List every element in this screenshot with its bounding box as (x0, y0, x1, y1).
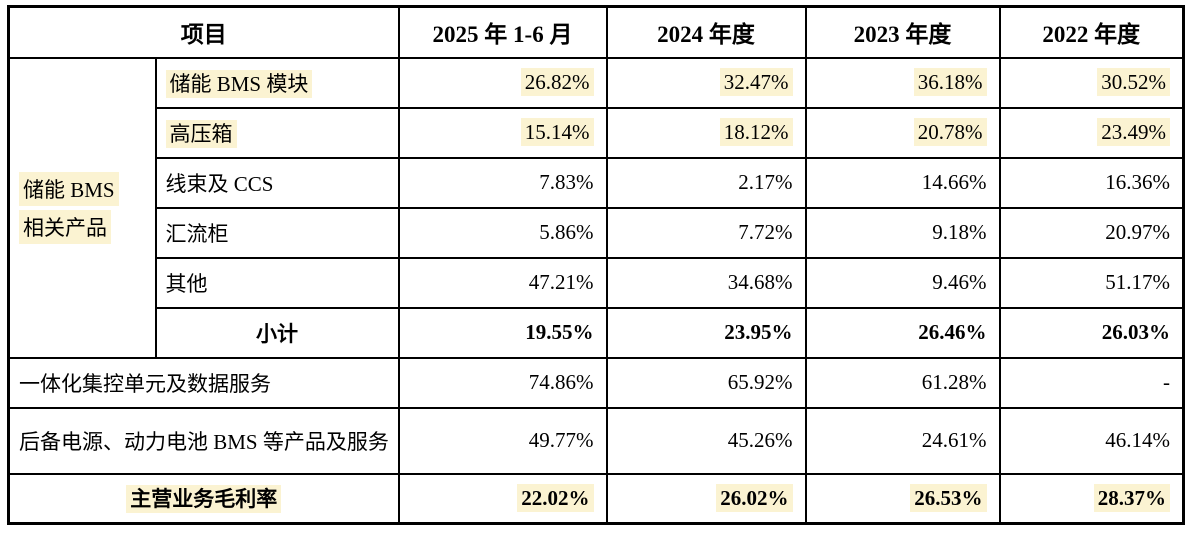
value-cell: 26.03% (998, 306, 1185, 359)
row-label-cell: 一体化集控单元及数据服务 (7, 356, 400, 409)
value-cell: 61.28% (804, 356, 1001, 409)
table-row-high-voltage-box: 高压箱 15.14% 18.12% 20.78% 23.49% (9, 106, 1185, 159)
value-cell: 7.72% (605, 206, 807, 259)
table-row-others: 其他 47.21% 34.68% 9.46% 51.17% (9, 256, 1185, 309)
group-label-line2: 相关产品 (19, 209, 111, 244)
value-cell: 20.78% (804, 106, 1001, 159)
table-row-bms-module: 储能 BMS 相关产品 储能 BMS 模块 26.82% 32.47% 36.1… (7, 56, 1185, 359)
header-row: 项目 2025 年 1-6 月 2024 年度 2023 年度 2022 年度 (7, 5, 1185, 59)
value-cell: 28.37% (998, 472, 1185, 525)
table-row-main-business-gross-margin: 主营业务毛利率 22.02% 26.02% 26.53% 28.37% (7, 472, 1185, 525)
value-cell: 47.21% (397, 256, 608, 309)
column-header-item: 项目 (7, 5, 400, 59)
row-label-cell: 高压箱 (154, 106, 400, 159)
value-cell: 34.68% (605, 256, 807, 309)
table-row-combiner-cabinet: 汇流柜 5.86% 7.72% 9.18% 20.97% (9, 206, 1185, 259)
group-cell-bms-products: 储能 BMS 相关产品 (7, 56, 157, 359)
group-label-line1: 储能 BMS (19, 171, 119, 206)
value-cell: 9.18% (804, 206, 1001, 259)
table-row-harness-ccs: 线束及 CCS 7.83% 2.17% 14.66% 16.36% (9, 156, 1185, 209)
value-cell: 15.14% (397, 106, 608, 159)
value-cell: 19.55% (397, 306, 608, 359)
value-cell: 49.77% (397, 406, 608, 475)
value-cell: 36.18% (804, 56, 1001, 109)
table-row-subtotal: 小计 19.55% 23.95% 26.46% 26.03% (9, 306, 1185, 359)
value-cell: 74.86% (397, 356, 608, 409)
value-cell: 26.53% (804, 472, 1001, 525)
value-cell: 22.02% (397, 472, 608, 525)
value-cell: 46.14% (998, 406, 1185, 475)
row-label-cell: 其他 (154, 256, 400, 309)
table-row-integrated-control-unit: 一体化集控单元及数据服务 74.86% 65.92% 61.28% - (7, 356, 1185, 409)
row-label-cell: 主营业务毛利率 (7, 472, 400, 525)
value-cell: 16.36% (998, 156, 1185, 209)
table-row-backup-power: 后备电源、动力电池 BMS 等产品及服务 49.77% 45.26% 24.61… (7, 406, 1185, 475)
value-cell: 23.95% (605, 306, 807, 359)
value-cell: - (998, 356, 1185, 409)
value-cell: 5.86% (397, 206, 608, 259)
value-cell: 23.49% (998, 106, 1185, 159)
value-cell: 51.17% (998, 256, 1185, 309)
value-cell: 26.02% (605, 472, 807, 525)
value-cell: 7.83% (397, 156, 608, 209)
gross-margin-table: 项目 2025 年 1-6 月 2024 年度 2023 年度 2022 年度 … (7, 5, 1185, 525)
value-cell: 2.17% (605, 156, 807, 209)
column-header-2022: 2022 年度 (998, 5, 1185, 59)
value-cell: 18.12% (605, 106, 807, 159)
value-cell: 24.61% (804, 406, 1001, 475)
column-header-2025h1: 2025 年 1-6 月 (397, 5, 608, 59)
value-cell: 45.26% (605, 406, 807, 475)
value-cell: 9.46% (804, 256, 1001, 309)
row-label-cell: 储能 BMS 模块 (154, 56, 400, 109)
value-cell: 20.97% (998, 206, 1185, 259)
row-label-cell: 线束及 CCS (154, 156, 400, 209)
value-cell: 26.46% (804, 306, 1001, 359)
value-cell: 32.47% (605, 56, 807, 109)
row-label-cell: 后备电源、动力电池 BMS 等产品及服务 (7, 406, 400, 475)
value-cell: 14.66% (804, 156, 1001, 209)
row-label-cell: 小计 (154, 306, 400, 359)
value-cell: 26.82% (397, 56, 608, 109)
column-header-2024: 2024 年度 (605, 5, 807, 59)
column-header-2023: 2023 年度 (804, 5, 1001, 59)
row-label-cell: 汇流柜 (154, 206, 400, 259)
value-cell: 30.52% (998, 56, 1185, 109)
value-cell: 65.92% (605, 356, 807, 409)
